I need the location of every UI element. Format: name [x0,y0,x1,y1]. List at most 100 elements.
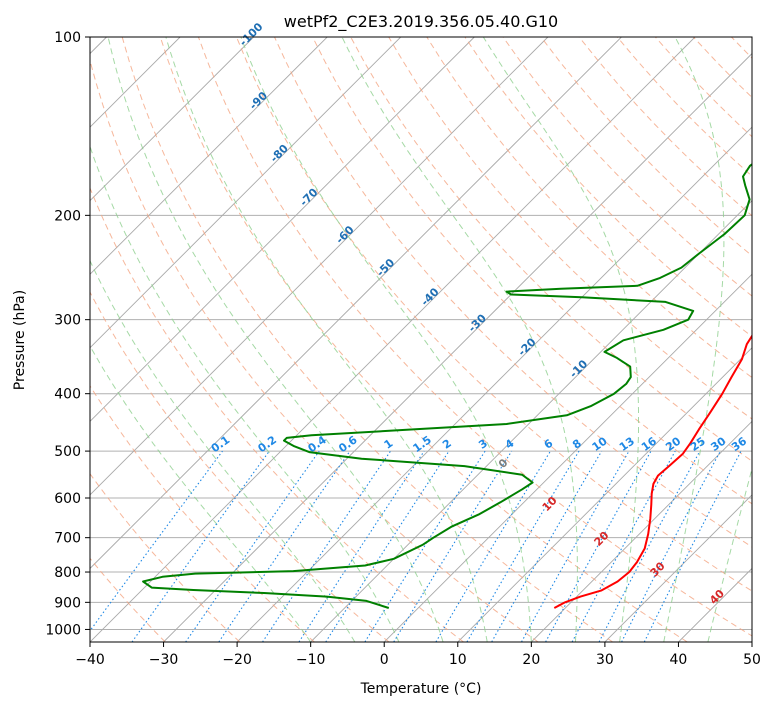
isotherm-line [531,420,752,642]
x-tick-label: 20 [522,652,540,668]
x-tick-label: 10 [449,652,467,668]
dry-adiabat-label: -100 [237,20,266,49]
x-tick-label: 30 [596,652,614,668]
skewed-isotherms [90,37,752,642]
dry-adiabats [90,37,775,642]
moist-adiabat-label: 10 [540,494,560,514]
isotherm-line [90,37,475,422]
mixing-ratio-label: 6 [542,437,556,452]
x-tick-label: 0 [380,652,389,668]
moist-adiabat-line [90,259,356,642]
y-tick-label: 900 [54,595,81,611]
isotherm-line [383,273,752,642]
dry-adiabat-label: -90 [247,89,270,112]
moist-adiabat-line [240,37,532,642]
isotherm-line [678,567,752,642]
sounding-profiles [142,163,752,609]
x-tick-label: −10 [296,652,326,668]
y-tick-label: 800 [54,565,81,581]
pressure-grid [90,37,752,630]
moist-adiabat-label: 30 [648,559,668,579]
isotherm-line [457,347,752,642]
mixing-ratio-line [545,450,652,642]
dry-adiabat-line [90,58,539,642]
dry-adiabat-label: -40 [418,285,441,308]
x-tick-label: −30 [149,652,179,668]
dry-adiabat-label: -10 [567,357,590,380]
mixing-ratio-line [643,450,742,642]
isotherm-line [90,37,622,570]
chart-title: wetPf2_C2E3.2019.356.05.40.G10 [284,12,558,32]
mixing-ratio-line [435,450,551,642]
dry-adiabat-line [90,472,241,642]
dry-adiabat-line [654,37,752,138]
mixing-ratio-line [262,450,391,642]
dry-adiabat-line [274,37,752,548]
x-axis-ticks: −40 −30 −20 −10 0 10 20 30 40 50 [75,642,761,668]
x-tick-label: 50 [743,652,761,668]
mixing-ratio-line [298,450,425,642]
y-tick-label: 200 [54,208,81,224]
x-tick-label: 40 [670,652,688,668]
x-tick-label: −40 [75,652,105,668]
mixing-ratio-line [185,450,320,642]
moist-adiabat-line [107,37,444,642]
moist-adiabat-label: 20 [592,529,612,549]
isotherm-line [90,37,402,349]
mixing-ratio-label: 2 [440,437,454,452]
x-axis-label: Temperature (°C) [360,681,482,697]
dry-adiabat-line [464,37,752,338]
mixing-ratio-label: 0.6 [336,433,360,455]
moist-adiabat-line [341,37,578,642]
line-labels: 0.1 0.2 0.4 0.6 1 1.5 2 3 4 6 8 10 13 16 20 25 30 36-100-… [209,20,750,607]
isotherm-line [310,200,752,642]
dry-adiabat-line [388,37,752,420]
dry-adiabat-line [90,186,464,642]
mixing-ratio-line [393,450,513,642]
mixing-ratio-label: 0.2 [256,433,279,455]
dry-adiabat-line [426,37,752,379]
mixing-ratio-line [218,450,351,642]
isotherm-line [90,37,328,275]
mixing-ratio-line [325,450,450,642]
moist-adiabat-line [482,37,639,642]
dry-adiabat-line [502,37,752,297]
isotherm-line [90,37,254,202]
dry-adiabat-line [312,37,752,505]
dry-adiabat-line [350,37,752,462]
isotherm-line [90,37,696,642]
y-tick-label: 500 [54,444,81,460]
mixing-ratio-line [90,450,223,632]
mixing-ratio-lines [90,450,742,642]
dry-adiabat-label: -80 [268,142,291,165]
dry-adiabat-line [236,37,752,592]
temperature-profile-line [553,334,752,609]
y-tick-label: 100 [54,30,81,46]
isotherm-line [90,37,549,496]
mixing-ratio-line [571,450,676,642]
dry-adiabat-line [770,37,775,642]
isotherm-line [163,52,752,642]
dry-adiabat-line [159,37,688,642]
moist-adiabat-line [90,144,400,642]
mixing-ratio-label: 4 [503,437,517,452]
mixing-ratio-line [131,450,270,642]
dry-adiabat-line [90,291,390,642]
y-tick-label: 400 [54,387,81,403]
mixing-ratio-line [521,450,630,642]
y-axis-ticks: 100 200 300 400 500 600 700 800 900 1000 [45,30,90,638]
dewpoint-profile-line [142,163,752,609]
y-tick-label: 700 [54,531,81,547]
y-tick-label: 300 [54,313,81,329]
mixing-ratio-line [364,450,486,642]
y-axis-label: Pressure (hPa) [12,290,28,390]
moist-adiabat-line [707,466,752,642]
plot-frame [89,36,753,643]
moist-adiabat-line [165,37,488,642]
mixing-ratio-line [466,450,580,642]
mixing-ratio-line [598,450,701,642]
moist-adiabats [90,37,752,642]
isotherm-line [751,641,752,642]
y-tick-label: 600 [54,491,81,507]
